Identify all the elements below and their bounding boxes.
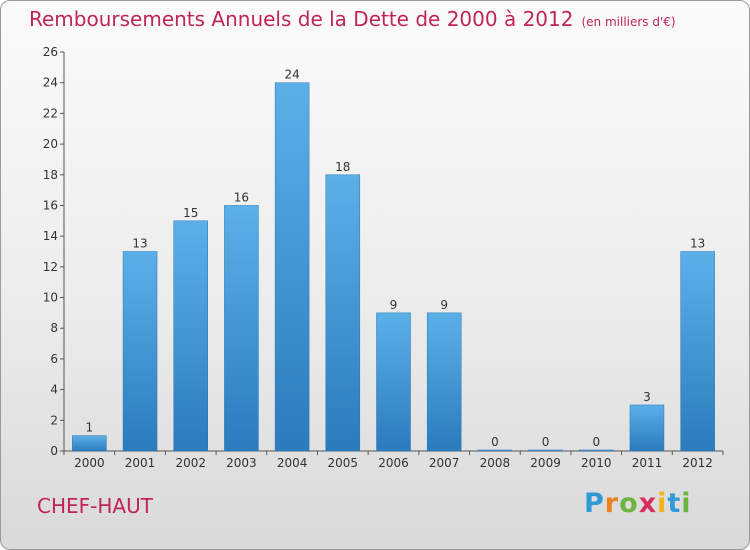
data-label-2000: 1 — [86, 421, 94, 435]
logo-letter: o — [619, 488, 639, 519]
data-label-2009: 0 — [542, 435, 550, 449]
proxiti-logo: Proxiti — [584, 488, 692, 519]
bar-2008 — [477, 449, 513, 452]
bar-2003 — [224, 205, 259, 452]
logo-letter: P — [584, 488, 605, 519]
x-tick-label-2004: 2004 — [277, 456, 308, 470]
data-label-2004: 24 — [284, 68, 299, 82]
chart-unit: (en milliers d'€) — [581, 15, 676, 29]
y-tick-label: 14 — [43, 229, 58, 243]
y-tick-label: 18 — [43, 168, 58, 182]
data-label-2003: 16 — [234, 190, 249, 204]
x-tick-label-2003: 2003 — [226, 456, 257, 470]
y-tick-label: 4 — [50, 383, 58, 397]
x-tick-label-2002: 2002 — [175, 456, 206, 470]
y-tick-label: 24 — [43, 76, 58, 90]
y-tick-label: 6 — [50, 352, 58, 366]
bar-2010 — [579, 449, 614, 452]
logo-letter: x — [638, 488, 658, 519]
y-tick-label: 16 — [43, 198, 58, 212]
x-tick-label-2011: 2011 — [632, 456, 663, 470]
y-tick-label: 10 — [43, 291, 58, 305]
bar-2011 — [629, 404, 665, 452]
y-tick-label: 2 — [50, 413, 58, 427]
data-label-2011: 3 — [643, 390, 651, 404]
logo-letter: r — [604, 488, 620, 519]
y-tick-label: 26 — [43, 45, 58, 59]
data-label-2012: 13 — [690, 237, 705, 251]
y-tick-label: 12 — [43, 260, 58, 274]
commune-name: CHEF-HAUT — [37, 494, 153, 518]
x-tick-label-2012: 2012 — [682, 456, 713, 470]
y-tick-label: 22 — [43, 106, 58, 120]
bar-2004 — [274, 82, 310, 452]
x-tick-label-2001: 2001 — [125, 456, 156, 470]
x-tick-label-2000: 2000 — [74, 456, 105, 470]
data-label-2010: 0 — [592, 435, 600, 449]
x-tick-label-2008: 2008 — [480, 456, 511, 470]
x-tick-label-2007: 2007 — [429, 456, 460, 470]
x-tick-label-2005: 2005 — [328, 456, 359, 470]
y-tick-label: 0 — [50, 444, 58, 458]
bar-2006 — [376, 312, 411, 452]
data-label-2001: 13 — [132, 237, 147, 251]
logo-letter: t — [667, 488, 682, 519]
chart-title: Remboursements Annuels de la Dette de 20… — [29, 7, 676, 31]
y-tick-label: 20 — [43, 137, 58, 151]
bar-2005 — [325, 174, 361, 452]
data-label-2007: 9 — [440, 298, 448, 312]
logo-letter: i — [681, 488, 692, 519]
bar-2001 — [122, 251, 158, 452]
data-label-2008: 0 — [491, 435, 499, 449]
x-tick-label-2009: 2009 — [530, 456, 561, 470]
data-label-2006: 9 — [390, 298, 398, 312]
y-tick-label: 8 — [50, 321, 58, 335]
chart-title-text: Remboursements Annuels de la Dette de 20… — [29, 7, 574, 31]
bar-2009 — [528, 449, 563, 452]
bar-2007 — [426, 312, 462, 452]
logo-letter: i — [657, 488, 668, 519]
x-tick-label-2006: 2006 — [378, 456, 409, 470]
data-label-2005: 18 — [335, 160, 350, 174]
bar-2012 — [680, 251, 715, 452]
chart-bars: 1 2000 13 2001 15 2002 16 2003 24 2004 18 2005 9 2006… — [72, 68, 715, 470]
bar-2000 — [72, 435, 107, 452]
bar-2002 — [173, 220, 208, 452]
x-tick-label-2010: 2010 — [581, 456, 612, 470]
data-label-2002: 15 — [183, 206, 198, 220]
